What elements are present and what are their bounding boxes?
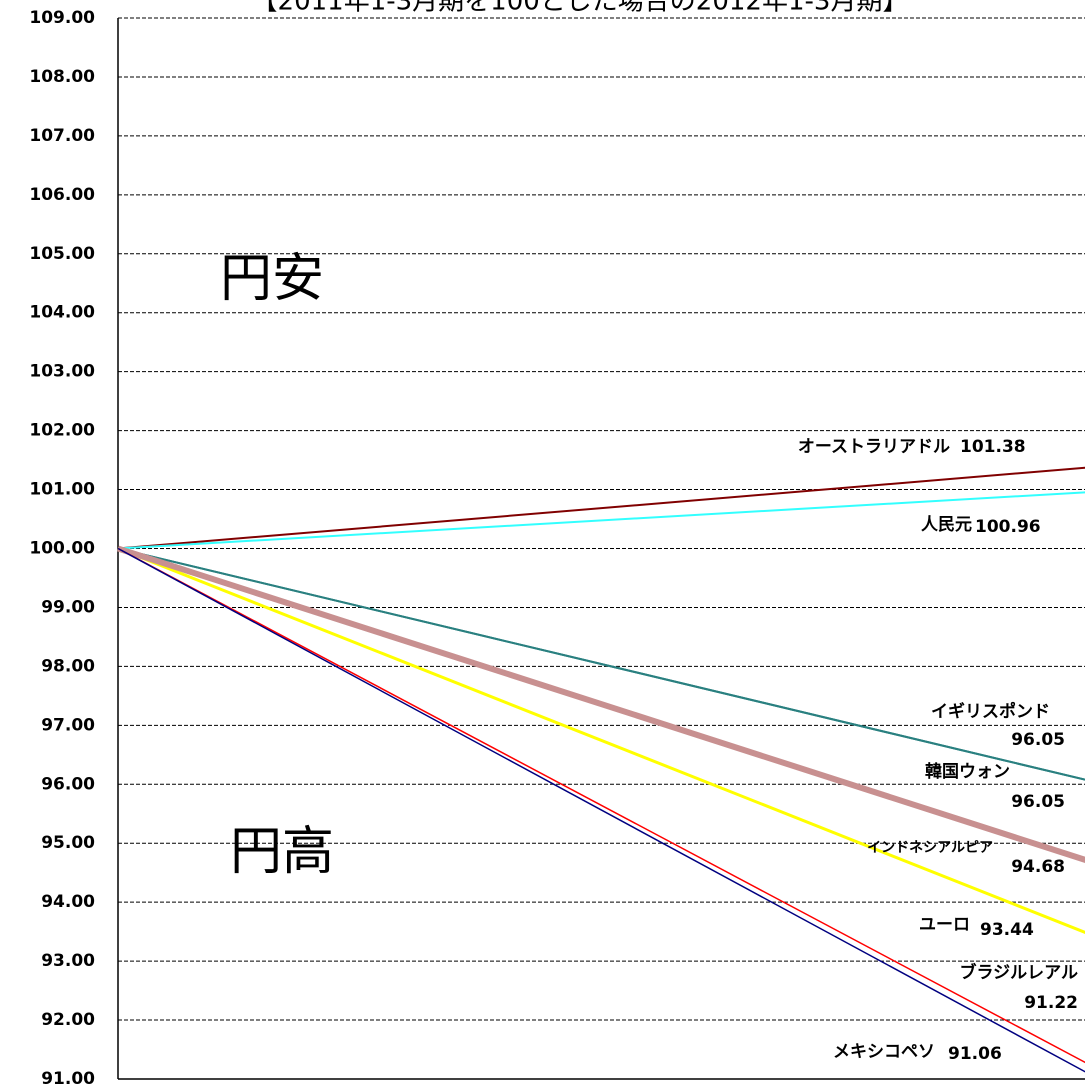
value-label: 91.06: [948, 1044, 1002, 1064]
series-label: ブラジルレアル: [960, 962, 1079, 983]
series-line: [117, 547, 1085, 781]
series-label: 韓国ウォン: [925, 761, 1010, 782]
y-tick-label: 104.00: [29, 303, 95, 323]
y-tick-label: 100.00: [29, 539, 95, 559]
y-tick-label: 107.00: [29, 126, 95, 146]
series-label: イギリスポンド: [931, 701, 1050, 722]
series-line: [117, 545, 1085, 863]
y-tick-label: 93.00: [41, 951, 95, 971]
y-tick-label: 106.00: [29, 185, 95, 205]
value-label: 93.44: [980, 920, 1034, 940]
series-line: [117, 466, 1085, 550]
annotation: 円安: [220, 249, 324, 309]
series-label: 人民元: [921, 515, 972, 535]
value-label: 101.38: [960, 437, 1026, 457]
value-label: 96.05: [1011, 792, 1065, 812]
value-label: 100.96: [975, 517, 1041, 537]
y-tick-label: 94.00: [41, 892, 95, 912]
series-label: オーストラリアドル: [798, 437, 950, 457]
series-line: [117, 547, 1085, 935]
series-line: [117, 547, 1085, 1073]
annotation: 円高: [230, 822, 334, 882]
value-label: 96.05: [1011, 730, 1065, 750]
series-line: [117, 491, 1085, 550]
series-label: ユーロ: [919, 915, 970, 935]
chart-title: 【2011年1-3月期を100とした場合の2012年1-3月期】: [252, 0, 909, 17]
y-tick-label: 109.00: [29, 8, 95, 28]
y-tick-label: 105.00: [29, 244, 95, 264]
series-label: インドネシアルピア: [867, 840, 993, 856]
value-label: 91.22: [1024, 993, 1078, 1013]
y-tick-label: 95.00: [41, 833, 95, 853]
y-tick-label: 102.00: [29, 421, 95, 441]
y-tick-label: 97.00: [41, 715, 95, 735]
y-tick-label: 96.00: [41, 774, 95, 794]
y-tick-label: 108.00: [29, 67, 95, 87]
y-tick-label: 98.00: [41, 656, 95, 676]
series-line: [117, 547, 1085, 1064]
series-label: メキシコペソ: [833, 1042, 935, 1062]
y-tick-label: 92.00: [41, 1010, 95, 1030]
y-tick-label: 101.00: [29, 480, 95, 500]
y-tick-label: 91.00: [41, 1069, 95, 1089]
y-tick-label: 103.00: [29, 362, 95, 382]
y-tick-label: 99.00: [41, 597, 95, 617]
value-label: 94.68: [1011, 857, 1065, 877]
